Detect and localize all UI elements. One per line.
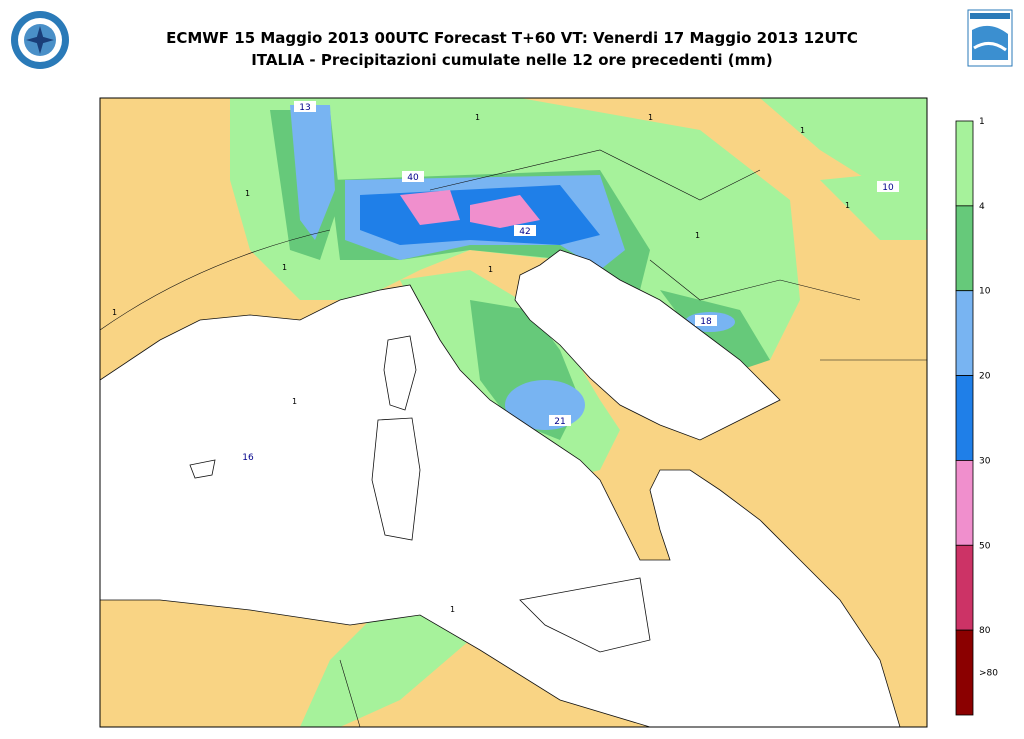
value-label: 10 bbox=[882, 183, 894, 193]
title-line-1: ECMWF 15 Maggio 2013 00UTC Forecast T+60… bbox=[166, 29, 858, 47]
legend: 1 4 10 20 30 50 80 >80 bbox=[955, 117, 998, 716]
legend-label: 50 bbox=[979, 541, 991, 551]
contour-label: 1 bbox=[475, 113, 480, 122]
legend-label: 10 bbox=[979, 287, 991, 297]
title-line-2: ITALIA - Precipitazioni cumulate nelle 1… bbox=[251, 51, 773, 69]
legend-label: 20 bbox=[979, 372, 991, 382]
legend-swatch bbox=[955, 375, 974, 461]
contour-label: 1 bbox=[695, 231, 700, 240]
legend-swatch bbox=[955, 544, 974, 631]
value-label: 13 bbox=[299, 103, 310, 113]
contour-label: 1 bbox=[845, 201, 850, 210]
legend-label: 1 bbox=[979, 117, 985, 127]
value-label: 40 bbox=[407, 173, 419, 183]
legend-swatch bbox=[955, 290, 974, 376]
contour-label: 1 bbox=[450, 605, 455, 614]
contour-label: 1 bbox=[488, 265, 493, 274]
logo-left bbox=[11, 11, 69, 69]
map-labels: 13 40 42 10 18 21 16 1 1 1 1 1 1 1 1 1 1… bbox=[112, 101, 899, 614]
legend-label: 80 bbox=[979, 626, 991, 636]
legend-swatch bbox=[955, 460, 974, 546]
legend-label: 4 bbox=[979, 202, 985, 212]
contour-label: 1 bbox=[648, 113, 653, 122]
contour-label: 1 bbox=[282, 263, 287, 272]
logo-right bbox=[967, 9, 1013, 67]
value-label: 42 bbox=[519, 227, 530, 237]
legend-swatch bbox=[955, 629, 974, 716]
legend-swatch bbox=[955, 205, 974, 292]
value-label: 16 bbox=[242, 453, 254, 463]
map bbox=[100, 98, 927, 727]
contour-label: 1 bbox=[245, 189, 250, 198]
value-label: 21 bbox=[554, 417, 565, 427]
value-label: 18 bbox=[700, 317, 712, 327]
contour-label: 1 bbox=[800, 126, 805, 135]
legend-label: >80 bbox=[979, 669, 998, 679]
contour-label: 1 bbox=[112, 308, 117, 317]
contour-label: 1 bbox=[292, 397, 297, 406]
map-frame bbox=[99, 97, 928, 728]
legend-swatch bbox=[955, 120, 974, 207]
legend-label: 30 bbox=[979, 456, 991, 466]
